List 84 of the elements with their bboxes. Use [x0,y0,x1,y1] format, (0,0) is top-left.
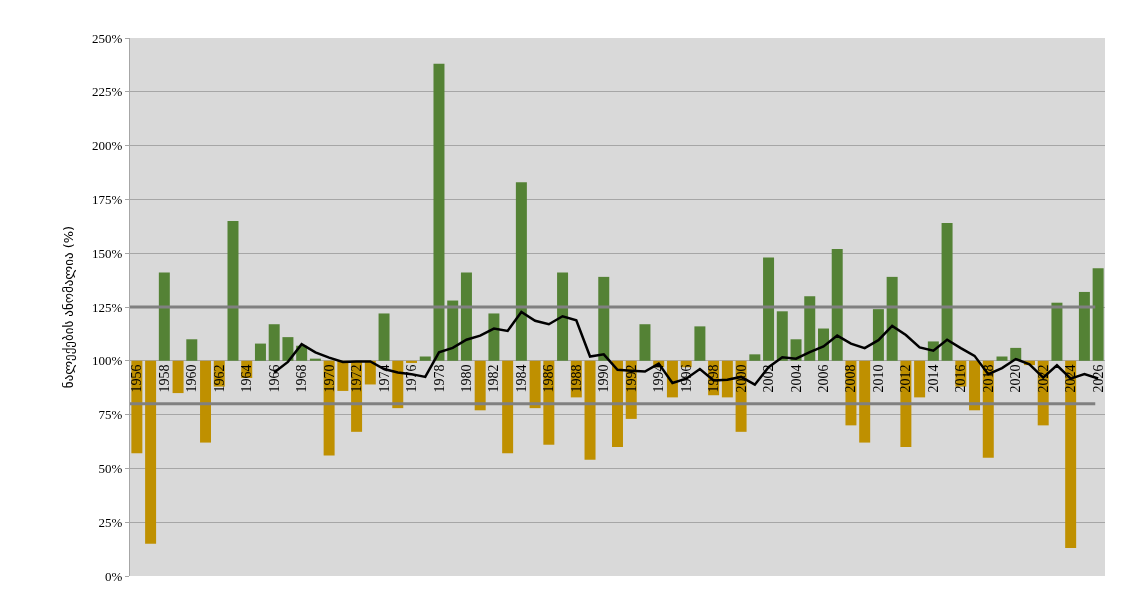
bar [433,63,445,361]
bar [200,360,212,443]
x-tick-label: 2026 [1090,364,1106,393]
bar [859,360,871,443]
y-tick-label: 200% [92,138,123,154]
x-tick-label: 1976 [404,364,420,393]
bar [639,324,651,361]
bar [804,296,816,361]
bar [612,360,623,447]
bar [474,360,486,411]
x-tick-label: 1968 [294,364,310,393]
bar [378,313,390,361]
x-tick-label: 1962 [211,364,227,393]
x-tick-label: 1982 [486,364,502,393]
x-tick-label: 2004 [788,364,804,393]
bar [186,339,198,361]
bar [996,356,1008,361]
x-tick-label: 2008 [843,364,859,393]
bar [268,324,280,361]
x-tick-label: 1958 [156,364,172,393]
x-tick-label: 2006 [816,364,832,393]
bar [914,360,926,398]
bar [557,272,569,361]
x-tick-label: 1986 [541,364,557,393]
x-tick-label: 1990 [596,364,612,393]
y-tick-label: 125% [92,299,123,315]
x-tick-label: 1972 [349,364,365,393]
y-tick-label: 100% [92,353,123,369]
bar [1092,268,1104,361]
y-tick-label: 25% [98,514,123,530]
x-tick-label: 2016 [953,364,969,393]
x-tick-label: 1984 [513,364,529,393]
x-tick-label: 2012 [898,364,914,393]
bar [763,257,775,361]
x-tick-label: 1960 [184,364,200,393]
y-tick-label: 150% [92,245,123,261]
bar [721,360,733,398]
bar [776,311,788,361]
bar [584,360,596,460]
bar [749,354,761,361]
bar [598,276,610,361]
x-tick-label: 2014 [925,364,941,393]
bar [515,182,527,361]
bar [694,326,706,361]
bar [419,356,431,361]
bar [158,272,170,361]
bar [1078,291,1090,361]
x-tick-label: 1988 [568,364,584,393]
bar [337,360,349,391]
y-tick-label: 75% [98,407,123,423]
x-tick-label: 2024 [1063,364,1079,393]
bar [254,343,266,361]
y-tick-label: 225% [92,84,123,100]
bar [309,358,321,361]
bar [406,360,418,363]
bar [172,360,184,394]
bar [447,300,459,361]
bar [1065,360,1077,549]
bar [872,309,884,361]
x-tick-label: 1970 [321,364,337,393]
bar [502,360,514,454]
bar [831,248,843,361]
x-tick-label: 1956 [129,364,145,393]
y-tick-label: 175% [92,191,123,207]
x-tick-label: 2020 [1008,364,1024,393]
bar [886,276,898,361]
bar [488,313,500,361]
bar [282,337,294,361]
bar [969,360,981,411]
bar [145,360,157,544]
y-tick-label: 0% [105,568,123,584]
x-tick-label: 2010 [870,364,886,393]
x-tick-label: 1980 [458,364,474,393]
bar [529,360,541,409]
x-tick-label: 1964 [239,364,255,393]
bar [460,272,472,361]
y-tick-label: 250% [92,30,123,46]
x-tick-label: 1978 [431,364,447,393]
bar [817,328,829,361]
bar [1051,302,1063,361]
x-tick-label: 1966 [266,364,282,393]
y-axis-title: ნალექების ანომალია (%) [61,225,77,389]
bar [941,223,953,361]
y-tick-label: 50% [98,460,123,476]
